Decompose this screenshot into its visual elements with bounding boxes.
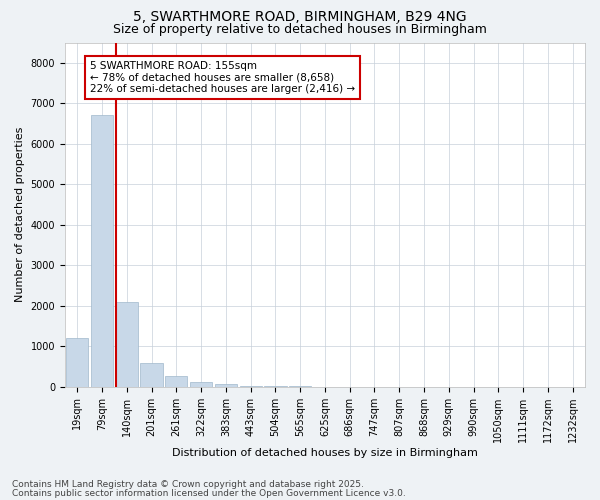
Text: 5, SWARTHMORE ROAD, BIRMINGHAM, B29 4NG: 5, SWARTHMORE ROAD, BIRMINGHAM, B29 4NG xyxy=(133,10,467,24)
Bar xyxy=(116,302,138,386)
Text: Contains public sector information licensed under the Open Government Licence v3: Contains public sector information licen… xyxy=(12,489,406,498)
Text: Size of property relative to detached houses in Birmingham: Size of property relative to detached ho… xyxy=(113,22,487,36)
Bar xyxy=(140,363,163,386)
Bar xyxy=(91,116,113,386)
Bar xyxy=(190,382,212,386)
Text: 5 SWARTHMORE ROAD: 155sqm
← 78% of detached houses are smaller (8,658)
22% of se: 5 SWARTHMORE ROAD: 155sqm ← 78% of detac… xyxy=(90,60,355,94)
Bar xyxy=(215,384,237,386)
X-axis label: Distribution of detached houses by size in Birmingham: Distribution of detached houses by size … xyxy=(172,448,478,458)
Bar xyxy=(66,338,88,386)
Text: Contains HM Land Registry data © Crown copyright and database right 2025.: Contains HM Land Registry data © Crown c… xyxy=(12,480,364,489)
Bar xyxy=(165,376,187,386)
Y-axis label: Number of detached properties: Number of detached properties xyxy=(15,127,25,302)
